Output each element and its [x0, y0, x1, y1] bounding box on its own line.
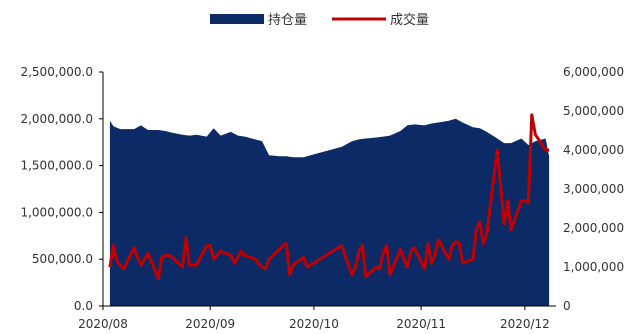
y-right-tick-label: 1,000,000 — [563, 260, 624, 274]
y-right-tick-label: 2,000,000 — [563, 221, 624, 235]
legend-label-open-interest: 持仓量 — [268, 13, 307, 28]
y-right-tick-label: 6,000,000 — [563, 65, 624, 79]
x-tick-label: 2020/12 — [500, 317, 550, 331]
x-tick-label: 2020/11 — [396, 317, 446, 331]
y-right-tick-label: 4,000,000 — [563, 143, 624, 157]
plot-area — [108, 113, 550, 306]
axes: 0.0 500,000.0 1,000,000.0 1,500,000.0 2,000,… — [20, 65, 624, 331]
y-left-tick-label: 1,500,000.0 — [20, 159, 93, 173]
legend: 持仓量 成交量 — [210, 12, 429, 28]
legend-label-volume: 成交量 — [390, 12, 429, 28]
legend-item-open-interest: 持仓量 — [210, 13, 307, 28]
y-right-tick-label: 5,000,000 — [563, 104, 624, 118]
y-right-tick-label: 0 — [563, 299, 571, 313]
x-tick-label: 2020/10 — [289, 317, 339, 331]
series-open-interest-area — [109, 118, 550, 306]
y-left-tick-label: 1,000,000.0 — [20, 205, 93, 219]
y-left-tick-label: 2,000,000.0 — [20, 112, 93, 126]
series-volume-line — [108, 113, 550, 281]
legend-swatch-open-interest — [210, 14, 264, 24]
x-tick-label: 2020/09 — [185, 317, 235, 331]
y-left-tick-label: 500,000.0 — [32, 252, 93, 266]
y-left-tick-label: 0.0 — [74, 299, 93, 313]
y-left-tick-label: 2,500,000.0 — [20, 65, 93, 79]
y-right-tick-label: 3,000,000 — [563, 182, 624, 196]
x-tick-label: 2020/08 — [78, 317, 128, 331]
legend-item-volume: 成交量 — [332, 12, 429, 28]
